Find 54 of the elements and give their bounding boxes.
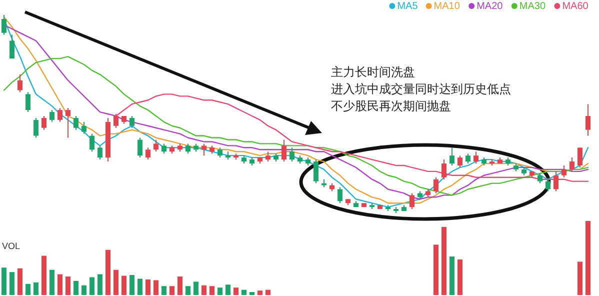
- bar: [266, 290, 270, 295]
- bar: [226, 284, 230, 295]
- bar: [146, 279, 150, 295]
- bar: [74, 280, 78, 295]
- bar: [434, 244, 438, 295]
- bar: [122, 276, 126, 295]
- legend-label: MA5: [397, 1, 418, 12]
- annotation: 不少股民再次期间抛盘: [331, 99, 451, 113]
- bar: [10, 272, 14, 295]
- legend-label: MA20: [476, 1, 504, 12]
- bar: [114, 270, 118, 295]
- bar: [58, 274, 62, 295]
- bar: [202, 285, 206, 295]
- bar: [2, 268, 6, 295]
- bar: [458, 259, 462, 295]
- legend-label: MA30: [519, 1, 546, 12]
- legend-item: MA20: [468, 1, 503, 12]
- bar: [90, 277, 94, 295]
- legend-item: MA10: [426, 1, 460, 12]
- bar: [18, 268, 22, 295]
- bar: [138, 278, 142, 295]
- bar: [578, 262, 582, 295]
- bar: [154, 280, 158, 295]
- bar: [210, 286, 214, 295]
- legend-item: MA5: [389, 1, 418, 12]
- bar: [170, 286, 174, 295]
- legend-label: MA60: [562, 1, 589, 12]
- bar: [82, 285, 86, 295]
- bar: [242, 290, 246, 295]
- bar: [194, 282, 198, 295]
- bar: [218, 288, 222, 295]
- legend-item: MA30: [511, 1, 546, 12]
- bar: [50, 270, 54, 295]
- bar: [234, 288, 238, 295]
- annotation: 进入坑中成交量同时达到历史低点: [331, 82, 511, 96]
- bar: [42, 256, 46, 295]
- bar: [450, 256, 454, 295]
- bar: [34, 282, 38, 295]
- bar: [442, 226, 446, 295]
- bar: [130, 275, 134, 295]
- annotation: 主力长时间洗盘: [331, 65, 415, 79]
- bar: [186, 286, 190, 295]
- text: VOL: [2, 241, 20, 251]
- bar: [106, 250, 110, 295]
- bar: [258, 290, 262, 295]
- bar: [162, 286, 166, 295]
- bar: [98, 274, 102, 295]
- bar: [66, 276, 70, 295]
- legend-label: MA10: [434, 1, 460, 12]
- legend-item: MA60: [554, 1, 588, 12]
- bar: [586, 221, 590, 295]
- bar: [250, 292, 254, 295]
- bar: [178, 276, 182, 295]
- bar: [26, 284, 30, 295]
